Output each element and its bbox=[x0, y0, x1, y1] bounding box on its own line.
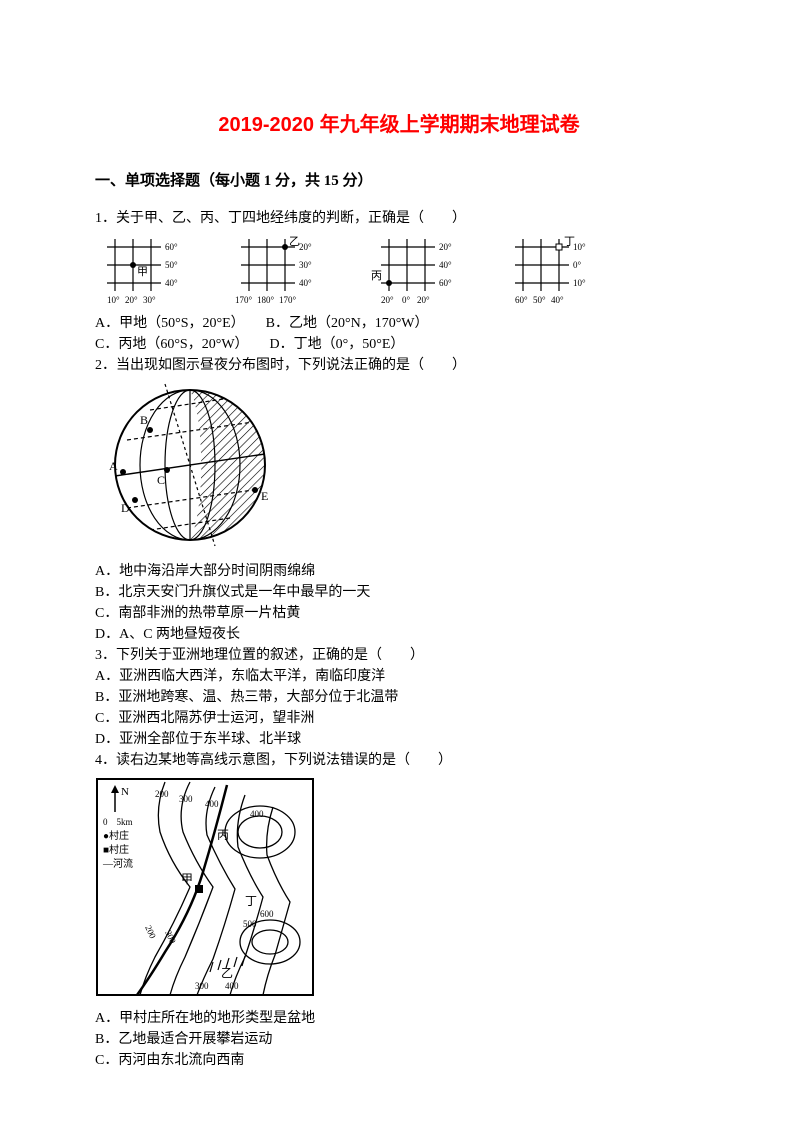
topo-bing: 丙 bbox=[217, 828, 229, 842]
globe-label-c: C bbox=[157, 473, 165, 487]
g4-x0: 60° bbox=[515, 295, 528, 305]
g3-y2: 60° bbox=[439, 278, 452, 288]
q1-opt-cd: C．丙地（60°S，20°W） D．丁地（0°，50°E） bbox=[95, 334, 703, 355]
g3-y1: 40° bbox=[439, 260, 452, 270]
q1-grid-figures: 甲 60° 50° 40° 10° 20° 30° 乙 20° 30° 40° … bbox=[95, 233, 703, 311]
topo-ding: 丁 bbox=[245, 894, 257, 908]
globe-figure: A B C D E bbox=[95, 380, 285, 550]
g4-x1: 50° bbox=[533, 295, 546, 305]
grid-3: 丙 20° 40° 60° 20° 0° 20° bbox=[369, 233, 481, 311]
q3-stem: 3．下列关于亚洲地理位置的叙述，正确的是（ ） bbox=[95, 645, 703, 666]
globe-label-d: D bbox=[121, 501, 130, 515]
q2-opt-c: C．南部非洲的热带草原一片枯黄 bbox=[95, 603, 703, 624]
scale-label: 0 5km bbox=[103, 817, 133, 827]
c200b: 200 bbox=[143, 923, 158, 940]
c400c: 400 bbox=[225, 981, 239, 991]
q2-opt-a: A．地中海沿岸大部分时间阴雨绵绵 bbox=[95, 561, 703, 582]
g2-x2: 170° bbox=[279, 295, 297, 305]
c200a: 200 bbox=[155, 789, 169, 799]
globe-label-e: E bbox=[261, 489, 268, 503]
c400a: 400 bbox=[205, 799, 219, 809]
section-header: 一、单项选择题（每小题 1 分，共 15 分） bbox=[95, 170, 703, 193]
g3-y0: 20° bbox=[439, 242, 452, 252]
q2-opt-d: D．A、C 两地昼短夜长 bbox=[95, 624, 703, 645]
legend-3: —河流 bbox=[102, 857, 133, 870]
g1-y1: 50° bbox=[165, 260, 178, 270]
globe-label-b: B bbox=[140, 413, 148, 427]
q4-opt-c: C．丙河由东北流向西南 bbox=[95, 1050, 703, 1071]
topo-jia: 甲 bbox=[181, 872, 193, 886]
g2-y1: 30° bbox=[299, 260, 312, 270]
grid-2: 乙 20° 30° 40° 170° 180° 170° bbox=[229, 233, 347, 311]
g2-x0: 170° bbox=[235, 295, 253, 305]
c500: 500 bbox=[243, 919, 257, 929]
g4-x2: 40° bbox=[551, 295, 564, 305]
north-label: N bbox=[121, 786, 129, 798]
q1-stem: 1．关于甲、乙、丙、丁四地经纬度的判断，正确是（ ） bbox=[95, 208, 703, 229]
q2-stem: 2．当出现如图示昼夜分布图时，下列说法正确的是（ ） bbox=[95, 355, 703, 376]
g1-x2: 30° bbox=[143, 295, 156, 305]
grid-3-marker: 丙 bbox=[371, 270, 382, 282]
q4-opt-b: B．乙地最适合开展攀岩运动 bbox=[95, 1029, 703, 1050]
c300a: 300 bbox=[179, 794, 193, 804]
g4-y1: 0° bbox=[573, 260, 582, 270]
globe-label-a: A bbox=[109, 459, 118, 473]
g1-x0: 10° bbox=[107, 295, 120, 305]
q3-opt-d: D．亚洲全部位于东半球、北半球 bbox=[95, 729, 703, 750]
exam-title: 2019-2020 年九年级上学期期末地理试卷 bbox=[95, 110, 703, 140]
q3-opt-c: C．亚洲西北隔苏伊士运河，望非洲 bbox=[95, 708, 703, 729]
grid-4: 丁 10° 0° 10° 60° 50° 40° bbox=[503, 233, 615, 311]
q2-opt-b: B．北京天安门升旗仪式是一年中最早的一天 bbox=[95, 582, 703, 603]
g1-y2: 40° bbox=[165, 278, 178, 288]
g4-y2: 10° bbox=[573, 278, 586, 288]
g3-x0: 20° bbox=[381, 295, 394, 305]
g3-x2: 20° bbox=[417, 295, 430, 305]
g2-y0: 20° bbox=[299, 242, 312, 252]
grid-1: 甲 60° 50° 40° 10° 20° 30° bbox=[95, 233, 207, 311]
g1-x1: 20° bbox=[125, 295, 138, 305]
g4-y0: 10° bbox=[573, 242, 586, 252]
legend-2: ■村庄 bbox=[103, 843, 129, 856]
topo-yi: 乙 bbox=[221, 966, 233, 980]
topo-figure: N 0 5km ●村庄 ■村庄 —河流 bbox=[95, 777, 315, 997]
q3-opt-a: A．亚洲西临大西洋，东临太平洋，南临印度洋 bbox=[95, 666, 703, 687]
grid-1-marker: 甲 bbox=[137, 266, 148, 278]
legend-1: ●村庄 bbox=[103, 829, 129, 842]
c300b: 300 bbox=[163, 928, 178, 945]
g2-y2: 40° bbox=[299, 278, 312, 288]
q1-opt-ab: A．甲地（50°S，20°E） B．乙地（20°N，170°W） bbox=[95, 313, 703, 334]
c400b: 400 bbox=[250, 809, 264, 819]
c300c: 300 bbox=[195, 981, 209, 991]
q4-stem: 4．读右边某地等高线示意图，下列说法错误的是（ ） bbox=[95, 750, 703, 771]
g1-y0: 60° bbox=[165, 242, 178, 252]
g2-x1: 180° bbox=[257, 295, 275, 305]
g3-x1: 0° bbox=[402, 295, 411, 305]
c600: 600 bbox=[260, 909, 274, 919]
q3-opt-b: B．亚洲地跨寒、温、热三带，大部分位于北温带 bbox=[95, 687, 703, 708]
q4-opt-a: A．甲村庄所在地的地形类型是盆地 bbox=[95, 1008, 703, 1029]
